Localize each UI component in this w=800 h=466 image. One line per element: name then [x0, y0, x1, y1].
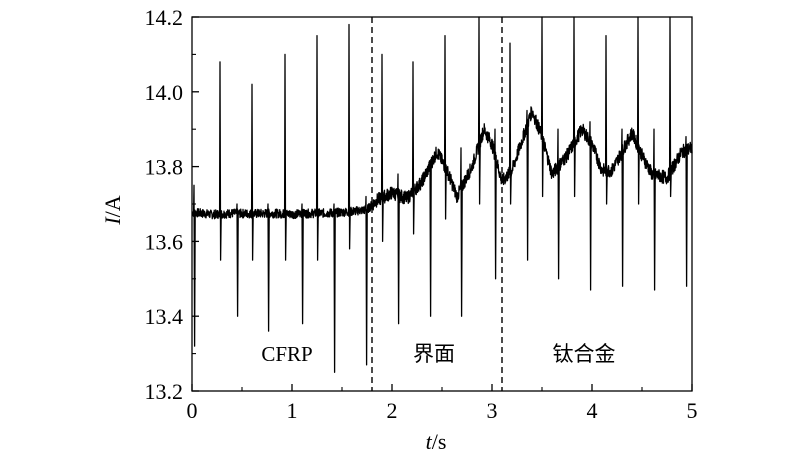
y-tick-label: 13.8 [145, 155, 184, 180]
plot-area: CFRP 界面 钛合金 [191, 16, 693, 391]
y-tick-label: 13.4 [145, 304, 184, 329]
y-axis-label-unit: /A [100, 195, 125, 217]
x-axis: 0 1 2 3 4 5 [187, 384, 698, 423]
y-tick-label: 13.6 [145, 229, 184, 254]
region-label: 界面 [413, 342, 455, 366]
current-signal-line [191, 16, 693, 373]
x-tick-label: 5 [687, 398, 698, 423]
x-tick-label: 3 [487, 398, 498, 423]
x-tick-label: 2 [387, 398, 398, 423]
y-axis-label: I/A [100, 195, 125, 225]
y-axis-label-var: I [100, 216, 125, 226]
region-label: 钛合金 [553, 342, 616, 366]
x-axis-label-var: t [426, 429, 433, 454]
x-tick-label: 1 [287, 398, 298, 423]
y-tick-label: 13.2 [145, 379, 184, 404]
y-tick-label: 14.2 [145, 5, 184, 30]
y-tick-label: 14.0 [145, 80, 184, 105]
x-axis-label: t/s [426, 429, 447, 454]
region-label: CFRP [261, 342, 312, 366]
y-axis: 13.2 13.4 13.6 13.8 14.0 14.2 [145, 5, 199, 404]
x-tick-label: 4 [587, 398, 598, 423]
x-axis-label-unit: /s [432, 429, 447, 454]
x-tick-label: 0 [187, 398, 198, 423]
plot-frame [191, 16, 693, 392]
